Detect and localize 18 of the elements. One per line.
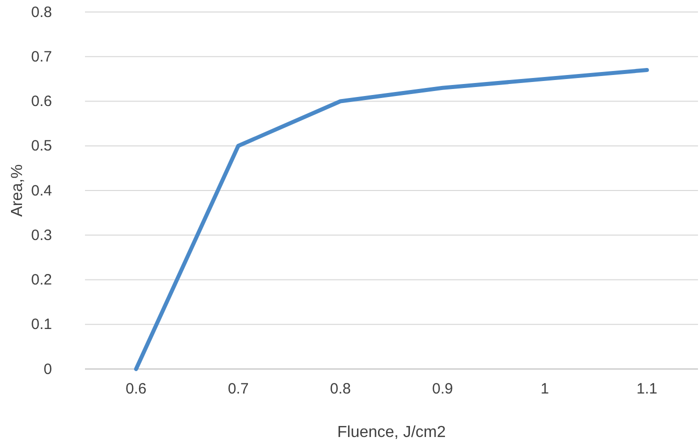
- x-tick-label: 1.1: [636, 380, 658, 398]
- y-tick-label: 0.7: [31, 48, 52, 66]
- y-tick-label: 0.3: [31, 226, 52, 244]
- y-tick-label: 0.6: [31, 93, 52, 110]
- x-tick-label: 0.7: [228, 380, 249, 398]
- y-tick-label: 0: [44, 360, 52, 378]
- x-tick-label: 0.9: [432, 380, 454, 398]
- y-axis-title: Area,%: [9, 164, 26, 217]
- x-tick-label: 1: [540, 380, 549, 398]
- y-tick-label: 0.4: [31, 182, 52, 200]
- x-axis-title: Fluence, J/cm2: [337, 424, 446, 441]
- x-tick-label: 0.8: [330, 380, 351, 398]
- y-tick-label: 0.1: [31, 316, 52, 334]
- y-tick-label: 0.2: [31, 272, 52, 289]
- x-tick-label: 0.6: [126, 380, 147, 398]
- line-series: [134, 68, 649, 371]
- y-tick-label: 0.5: [31, 138, 52, 155]
- y-tick-label: 0.8: [31, 4, 52, 21]
